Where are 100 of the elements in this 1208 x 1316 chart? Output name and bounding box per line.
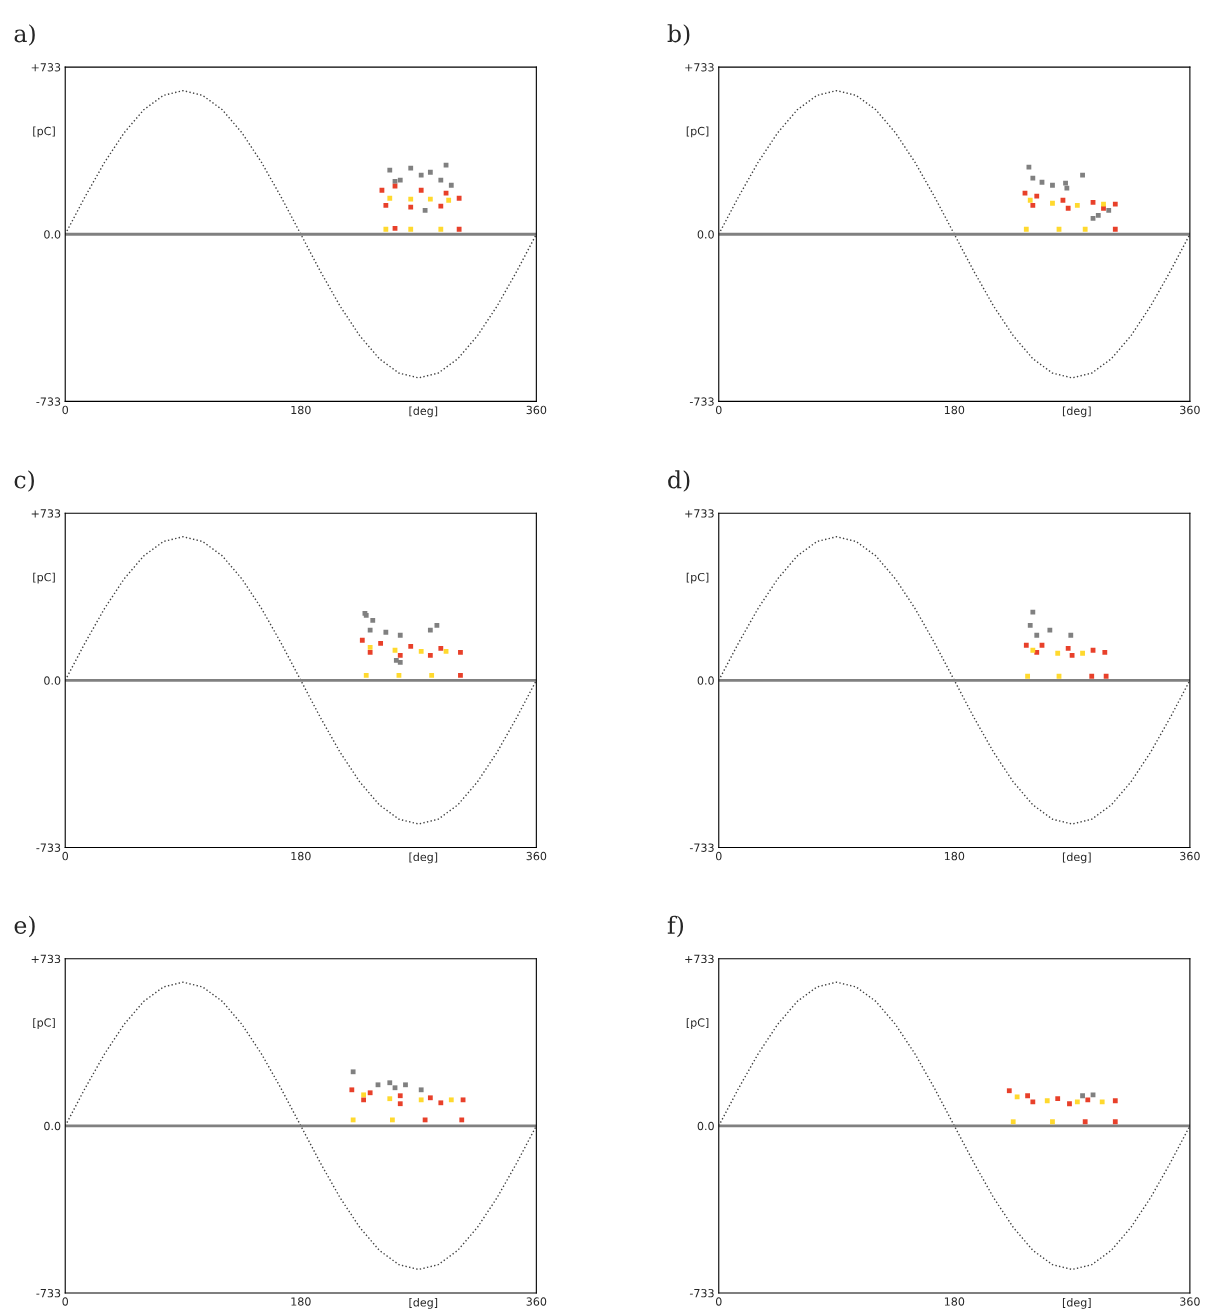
point (427, 652, 433, 658)
point (1067, 1101, 1072, 1107)
chart-title: c) (14, 470, 34, 492)
x-tick-label: 180 (291, 405, 311, 415)
y-tick-label: -733 (689, 397, 714, 406)
point (397, 659, 403, 665)
point (1027, 623, 1033, 628)
point (1050, 182, 1055, 188)
x-tick-label: 180 (291, 1297, 311, 1306)
point (1025, 1093, 1031, 1099)
x-axis-title: [deg] (409, 1297, 438, 1309)
point (427, 1095, 433, 1101)
x-tick-label: 0 (62, 851, 69, 861)
point (1025, 673, 1031, 679)
x-tick-label: 180 (291, 851, 311, 861)
point (1112, 201, 1118, 207)
point (418, 172, 424, 178)
point (1074, 202, 1080, 208)
point (438, 226, 444, 232)
point (427, 169, 433, 175)
point (438, 646, 444, 651)
point (1074, 1099, 1080, 1105)
y-axis-title: [pC] (33, 1018, 55, 1029)
y-axis-title: [pC] (686, 126, 709, 138)
point (397, 1101, 403, 1107)
point (418, 187, 424, 193)
point (1014, 1094, 1020, 1100)
chart-title: a) (14, 24, 35, 46)
y-tick-label: -733 (36, 843, 61, 852)
point (397, 177, 403, 183)
point (408, 165, 414, 171)
point (458, 649, 463, 655)
x-tick-label: 360 (526, 851, 547, 861)
point (1010, 1119, 1016, 1125)
point (387, 1096, 393, 1102)
y-tick-label: -733 (689, 1288, 714, 1298)
point (448, 182, 454, 188)
x-tick-label: 0 (62, 1297, 69, 1306)
y-axis-title: [pC] (33, 572, 55, 584)
point (418, 649, 424, 654)
x-axis-title: [deg] (1062, 852, 1091, 864)
point (1050, 200, 1055, 206)
x-tick-label: 0 (715, 851, 722, 861)
x-tick-label: 360 (1180, 851, 1200, 861)
y-tick-label: 0.0 (44, 1121, 61, 1131)
x-tick-label: 360 (1180, 405, 1200, 415)
chart-title: e) (14, 915, 35, 938)
chart-title: f) (667, 915, 684, 938)
y-axis-title: [pC] (33, 126, 55, 138)
point (458, 672, 463, 678)
point (1050, 1119, 1055, 1125)
point (429, 672, 435, 678)
point (408, 196, 414, 202)
point (1101, 201, 1106, 207)
point (1065, 205, 1071, 211)
x-tick-label: 0 (715, 405, 722, 415)
chart-title: d) (668, 470, 690, 492)
point (367, 649, 373, 655)
line-series (65, 536, 537, 825)
point (1095, 212, 1101, 218)
point (1055, 650, 1061, 656)
point (383, 226, 389, 232)
x-tick-label: 0 (715, 1297, 722, 1306)
y-tick-label: 0.0 (44, 230, 61, 239)
x-tick-label: 0 (62, 405, 69, 415)
point (1030, 202, 1036, 208)
y-tick-label: +733 (685, 954, 714, 964)
x-axis-title: [deg] (1062, 1297, 1091, 1309)
point (383, 629, 389, 635)
line-series (65, 89, 537, 379)
point (361, 1097, 367, 1103)
point (378, 641, 384, 646)
point (403, 1082, 408, 1088)
point (1089, 673, 1095, 679)
line-series (718, 89, 1190, 379)
point (1080, 1093, 1085, 1099)
x-axis-title: [deg] (409, 852, 438, 864)
y-tick-label: +733 (31, 63, 61, 72)
point (1034, 632, 1040, 638)
point (1085, 1097, 1091, 1103)
chart-title: b) (667, 24, 690, 46)
line-series (65, 981, 537, 1271)
x-tick-label: 180 (944, 405, 965, 415)
point (397, 652, 403, 658)
point (1099, 1099, 1105, 1105)
point (456, 226, 462, 232)
point (1065, 646, 1071, 651)
point (1030, 647, 1036, 653)
x-axis-title: [deg] (1062, 406, 1091, 418)
point (456, 195, 462, 201)
y-tick-label: -733 (36, 397, 61, 406)
point (418, 1087, 424, 1093)
y-tick-label: +733 (31, 954, 61, 964)
point (1047, 627, 1053, 633)
point (427, 196, 433, 202)
point (1063, 180, 1068, 186)
y-tick-label: 0.0 (44, 676, 61, 685)
point (1064, 185, 1070, 191)
x-tick-label: 360 (526, 1297, 547, 1306)
point (1023, 642, 1029, 648)
